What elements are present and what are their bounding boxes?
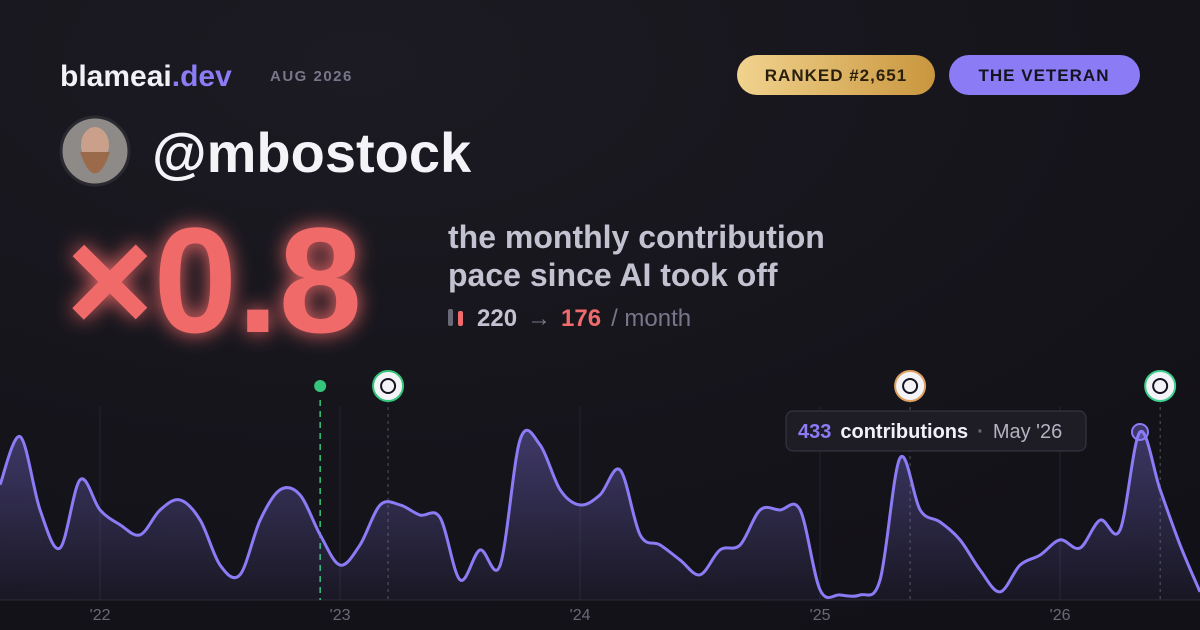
pace-before: 220 xyxy=(477,305,517,332)
tooltip-box xyxy=(785,410,1087,452)
date: AUG 2026 xyxy=(270,68,353,85)
event-icon-glyph xyxy=(902,378,919,394)
brand-name: blameai xyxy=(60,60,172,93)
event-icon-glyph xyxy=(380,378,397,394)
line xyxy=(0,428,1200,600)
event-dot xyxy=(314,380,327,392)
handle: @mbostock xyxy=(152,121,472,184)
tooltip-date: May '26 xyxy=(993,421,1062,443)
x-tick-label: '25 xyxy=(810,607,831,624)
title-text: THE VETERAN xyxy=(979,66,1110,85)
chart: '22 '23 '24 '25 '26 xyxy=(0,370,1200,624)
title-badge xyxy=(949,55,1140,95)
event-icon-glyph xyxy=(1152,378,1169,394)
tooltip-value: 433 xyxy=(798,421,831,443)
pace-icon xyxy=(458,311,463,326)
x-tick-label: '22 xyxy=(90,607,111,624)
x-tick-label: '23 xyxy=(330,607,351,624)
x-tick-label: '24 xyxy=(570,607,591,624)
area-fill xyxy=(0,430,1200,600)
tooltip-separator: · xyxy=(977,421,984,443)
description-line: the monthly contribution xyxy=(448,219,825,255)
pace-after: 176 xyxy=(561,305,601,332)
event-icon xyxy=(894,370,927,402)
rank-text: RANKED #2,651 xyxy=(765,66,907,85)
description-line: pace since AI took off xyxy=(448,257,778,293)
highlight-point xyxy=(1131,422,1149,441)
rank-badge xyxy=(737,55,935,95)
event-icon xyxy=(1144,370,1177,402)
avatar-beard xyxy=(80,152,110,174)
event-icon xyxy=(372,370,405,402)
tooltip-text: 433 contributions · May '26 xyxy=(798,421,1062,443)
brand: blameai.dev xyxy=(60,60,232,93)
pace-icon xyxy=(448,309,453,326)
pace-arrow: → xyxy=(527,305,551,332)
brand-tld: .dev xyxy=(172,60,232,93)
pace: 220 → 176 / month xyxy=(477,305,691,332)
tooltip: 433 contributions · May '26 xyxy=(785,410,1087,452)
multiplier: ×0.8 xyxy=(66,196,362,364)
pace-unit: / month xyxy=(611,305,691,332)
tooltip-label: contributions xyxy=(840,421,968,443)
x-tick-label: '26 xyxy=(1050,607,1071,624)
